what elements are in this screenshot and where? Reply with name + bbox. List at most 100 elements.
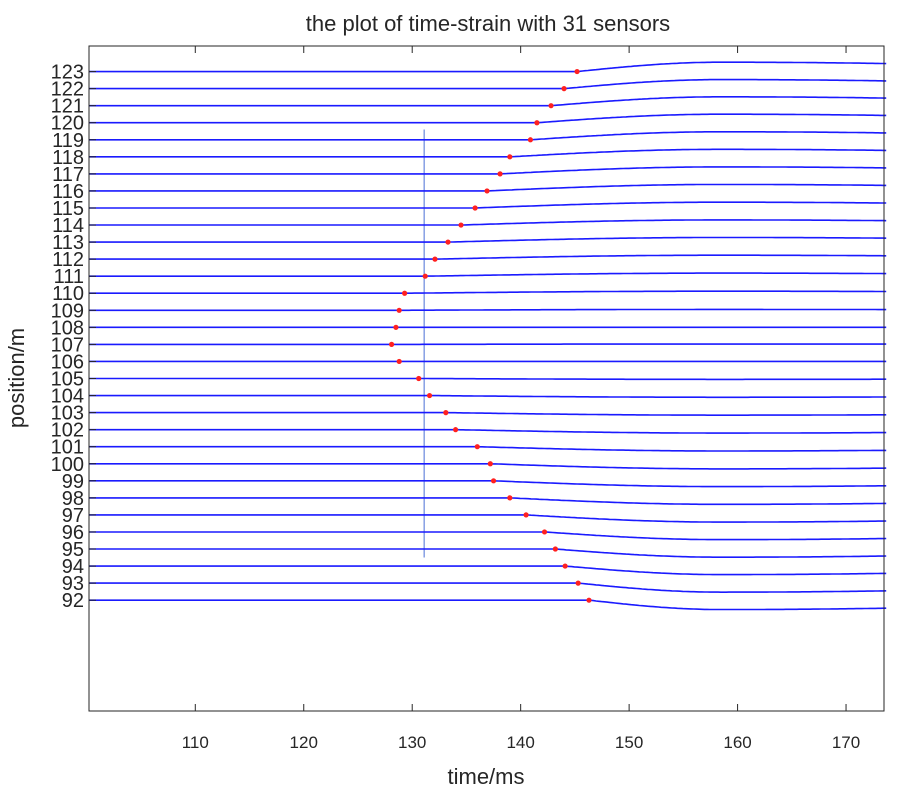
sensor-trace-110: [89, 290, 887, 295]
y-tick-label: 113: [52, 232, 84, 254]
sensor-trace-112: [89, 254, 887, 260]
arrival-marker-94: [562, 563, 568, 569]
sensor-trace-101: [89, 445, 887, 452]
arrival-marker-98: [507, 495, 513, 501]
arrival-marker-117: [497, 171, 503, 177]
sensor-trace-100: [89, 462, 887, 470]
arrival-marker-121: [548, 103, 554, 109]
arrival-marker-96: [541, 529, 548, 535]
y-tick-label: 121: [51, 96, 84, 118]
arrival-marker-97: [523, 512, 529, 518]
y-tick-label: 101: [51, 437, 84, 459]
y-tick-label: 95: [62, 539, 84, 561]
sensor-trace-114: [89, 219, 887, 226]
arrival-marker-118: [507, 154, 513, 160]
sensor-trace-113: [89, 236, 887, 243]
sensor-trace-97: [89, 514, 887, 523]
arrival-marker-105: [416, 375, 422, 382]
arrival-marker-95: [552, 546, 558, 552]
y-tick-label: 109: [51, 300, 84, 322]
arrival-marker-122: [561, 86, 567, 92]
y-axis-label: position/m: [4, 328, 29, 428]
chart-title: the plot of time-strain with 31 sensors: [306, 11, 670, 36]
arrival-marker-112: [432, 256, 438, 262]
y-tick-label: 98: [62, 488, 84, 510]
y-tick-label: 108: [51, 317, 84, 339]
arrival-marker-99: [490, 478, 497, 484]
sensor-trace-93: [89, 582, 887, 594]
y-tick-label: 118: [52, 147, 84, 169]
sensor-trace-95: [89, 548, 887, 559]
y-tick-label: 122: [51, 79, 84, 101]
y-tick-label: 100: [51, 454, 84, 476]
sensor-trace-99: [89, 479, 887, 488]
arrival-marker-110: [402, 290, 408, 296]
y-tick-label: 117: [52, 164, 84, 186]
sensor-trace-115: [89, 201, 887, 209]
arrival-marker-109: [396, 307, 402, 313]
arrival-marker-119: [527, 137, 534, 143]
arrival-marker-107: [388, 341, 395, 347]
x-tick-label: 130: [398, 733, 426, 752]
arrival-marker-120: [534, 120, 540, 126]
y-tick-label: 112: [52, 249, 84, 271]
sensor-trace-119: [89, 131, 887, 141]
sensor-trace-109: [89, 308, 887, 312]
arrival-marker-113: [445, 239, 451, 245]
y-tick-label: 105: [51, 369, 84, 391]
arrival-marker-92: [586, 597, 592, 603]
arrival-marker-101: [474, 444, 480, 450]
y-tick-label: 107: [51, 334, 84, 356]
arrival-marker-123: [574, 68, 580, 75]
y-tick-label: 116: [52, 181, 84, 203]
sensor-trace-118: [89, 148, 887, 158]
y-tick-label: 110: [52, 283, 84, 305]
sensor-trace-103: [89, 411, 887, 417]
y-tick-label: 99: [62, 471, 84, 493]
sensor-trace-123: [89, 61, 887, 73]
y-tick-label: 119: [52, 130, 84, 152]
arrival-marker-93: [575, 580, 581, 586]
y-tick-label: 102: [51, 420, 84, 442]
arrival-marker-111: [422, 273, 428, 279]
arrival-marker-114: [458, 222, 464, 228]
arrival-marker-103: [443, 410, 449, 416]
plot-area: [89, 61, 887, 611]
y-tick-label: 123: [51, 62, 84, 84]
y-tick-label: 114: [52, 215, 84, 237]
x-tick-label: 150: [615, 733, 643, 752]
sensor-trace-120: [89, 113, 887, 124]
y-tick-label: 111: [54, 266, 84, 288]
sensor-trace-102: [89, 428, 887, 434]
y-tick-label: 92: [62, 590, 84, 612]
sensor-trace-94: [89, 565, 887, 576]
x-tick-label: 170: [832, 733, 860, 752]
y-tick-label: 120: [51, 113, 84, 135]
y-tick-label: 106: [51, 351, 84, 373]
x-axis-label: time/ms: [448, 764, 525, 789]
x-tick-label: 110: [182, 733, 209, 752]
x-tick-label: 140: [506, 733, 534, 752]
arrival-marker-102: [452, 427, 459, 433]
y-tick-label: 104: [51, 386, 84, 408]
sensor-trace-105: [89, 377, 887, 381]
y-tick-label: 96: [62, 522, 84, 544]
y-tick-label: 94: [62, 556, 84, 578]
arrival-marker-100: [487, 461, 493, 467]
arrival-marker-115: [472, 205, 478, 211]
arrival-marker-116: [484, 188, 490, 194]
x-tick-label: 120: [290, 733, 318, 752]
y-axis-ticks: 9293949596979899100101102103104105106107…: [51, 62, 96, 612]
x-tick-label: 160: [723, 733, 751, 752]
arrival-marker-106: [396, 358, 402, 365]
y-tick-label: 103: [51, 403, 84, 425]
sensor-trace-111: [89, 272, 887, 278]
y-tick-label: 97: [62, 505, 84, 527]
arrival-marker-104: [426, 392, 433, 399]
sensor-trace-92: [89, 599, 887, 611]
x-axis-ticks: 110 120 130 140 150 160 170: [182, 46, 860, 752]
y-tick-label: 115: [52, 198, 84, 220]
sensor-trace-96: [89, 531, 887, 541]
y-tick-label: 93: [62, 573, 84, 595]
